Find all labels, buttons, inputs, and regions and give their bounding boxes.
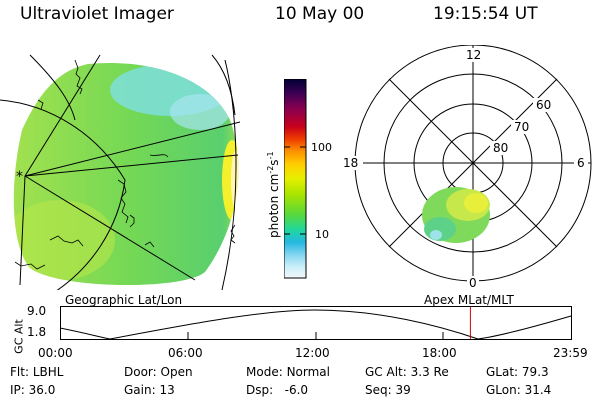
alt-x-tick-0: 00:00 [38,346,73,360]
mode-value: Normal [286,365,330,379]
glat-value: 79.3 [521,365,549,379]
mode-label: Mode: [246,365,283,379]
door-label: Door: [124,365,157,379]
flt-field: Flt: LBHL [10,365,63,379]
mlt-label-6: 6 [577,156,585,170]
glon-value: 31.4 [524,383,552,397]
geographic-caption: Geographic Lat/Lon [65,293,183,307]
geographic-image: * [0,54,241,290]
glat-field: GLat: 79.3 [486,365,549,379]
gain-label: Gain: [124,383,156,397]
alt-y-min: 1.8 [27,325,47,339]
colorbar [284,79,307,279]
mlat-label-70: 70 [514,120,529,134]
alt-y-max: 9.0 [27,304,47,318]
flt-value: LBHL [32,365,64,379]
door-value: Open [160,365,193,379]
unit-s: s [267,159,281,166]
altitude-plot [60,306,572,340]
mlt-label-0: 0 [469,276,477,290]
seq-value: 39 [395,383,411,397]
mlat-label-80: 80 [493,141,508,155]
colorbar-tick-10: 10 [315,228,329,241]
unit-exp-2: -1 [266,151,275,160]
mode-field: Mode: Normal [246,365,330,379]
glon-label: GLon: [486,383,521,397]
door-field: Door: Open [124,365,193,379]
seq-label: Seq: [365,383,392,397]
unit-exp-1: -2 [266,165,275,174]
alt-y-label: GC Alt [12,319,26,354]
alt-x-tick-3: 18:00 [422,346,457,360]
glon-field: GLon: 31.4 [486,383,551,397]
flt-label: Flt: [10,365,29,379]
instrument-title: Ultraviolet Imager [20,4,174,24]
seq-field: Seq: 39 [365,383,411,397]
gcalt-value: 3.3 Re [410,365,449,379]
alt-x-tick-1: 06:00 [168,346,203,360]
mlt-label-12: 12 [466,48,481,62]
mlt-label-18: 18 [343,156,358,170]
unit-text: photon cm [267,173,281,238]
date-label: 10 May 00 [275,4,365,24]
mlat-label-60: 60 [536,98,551,112]
gcalt-label: GC Alt: [365,365,407,379]
dsp-value: -6.0 [284,383,309,397]
svg-text:*: * [16,169,23,185]
glat-label: GLat: [486,365,519,379]
polar-plot: 12 18 6 0 60 70 80 [341,45,592,290]
gain-value: 13 [159,383,175,397]
gcalt-field: GC Alt: 3.3 Re [365,365,449,379]
time-label: 19:15:54 UT [433,4,538,24]
dsp-field: Dsp: -6.0 [246,383,308,397]
ip-label: IP: [10,383,25,397]
ip-value: 36.0 [28,383,56,397]
gain-field: Gain: 13 [124,383,175,397]
dsp-label: Dsp: [246,383,274,397]
alt-x-tick-2: 12:00 [295,346,330,360]
alt-x-tick-4: 23:59 [553,346,588,360]
apex-caption: Apex MLat/MLT [424,293,514,307]
auroral-oval [422,187,490,243]
colorbar-tick-100: 100 [311,141,332,154]
colorbar-unit-label: photon cm-2s-1 [266,151,281,238]
ip-field: IP: 36.0 [10,383,55,397]
